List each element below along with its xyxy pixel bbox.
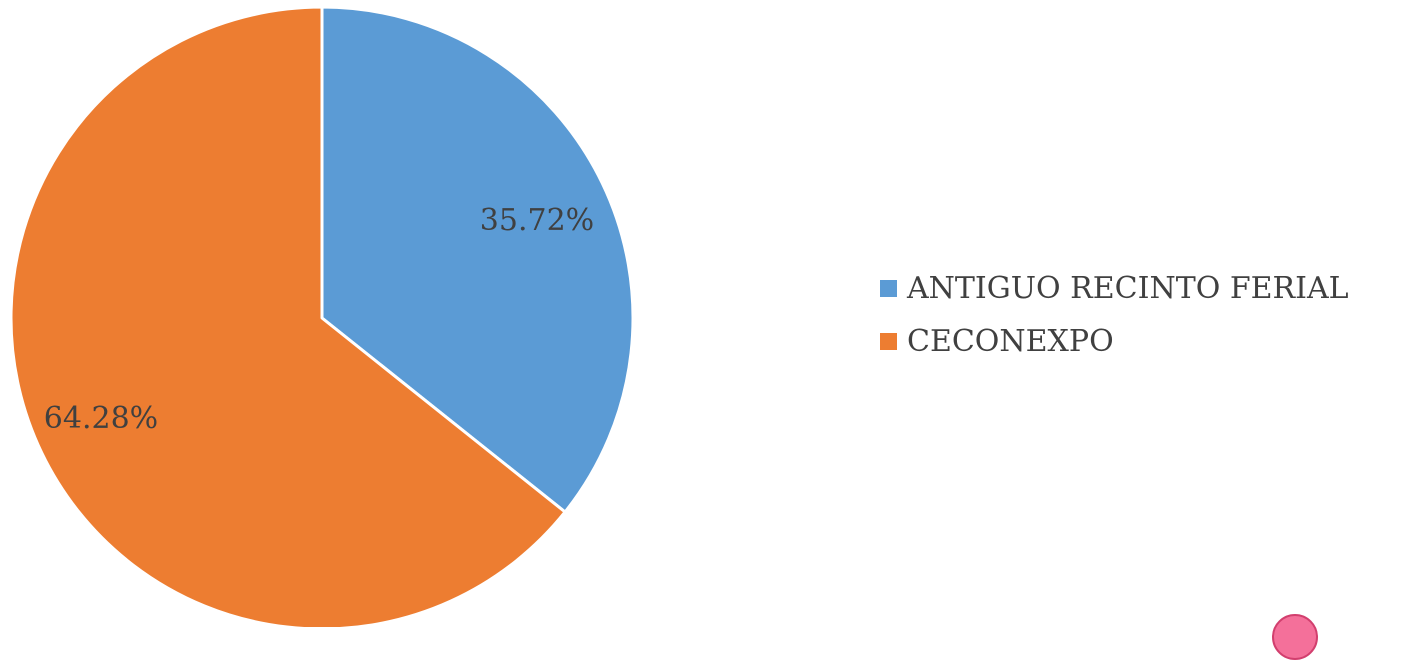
legend-label: CECONEXPO [907, 323, 1114, 359]
pie-slices [9, 5, 635, 627]
legend-swatch-blue [880, 279, 897, 297]
pie-chart: 35.72% 64.28% [9, 5, 635, 627]
legend-item-antiguo-recinto-ferial[interactable]: ANTIGUO RECINTO FERIAL [880, 266, 1349, 310]
corner-circle-mark [1272, 614, 1318, 660]
data-label-antiguo-recinto-ferial: 35.72% [480, 203, 594, 238]
pie-data-labels: 35.72% 64.28% [44, 203, 594, 436]
data-label-ceconexpo: 64.28% [44, 401, 158, 436]
pie-slice-ceconexpo[interactable] [9, 5, 567, 627]
legend-swatch-orange [880, 332, 897, 350]
legend: ANTIGUO RECINTO FERIAL CECONEXPO [880, 266, 1349, 372]
pie-slice-antiguo-recinto-ferial[interactable] [320, 5, 635, 514]
legend-item-ceconexpo[interactable]: CECONEXPO [880, 319, 1349, 363]
legend-label: ANTIGUO RECINTO FERIAL [907, 270, 1349, 306]
